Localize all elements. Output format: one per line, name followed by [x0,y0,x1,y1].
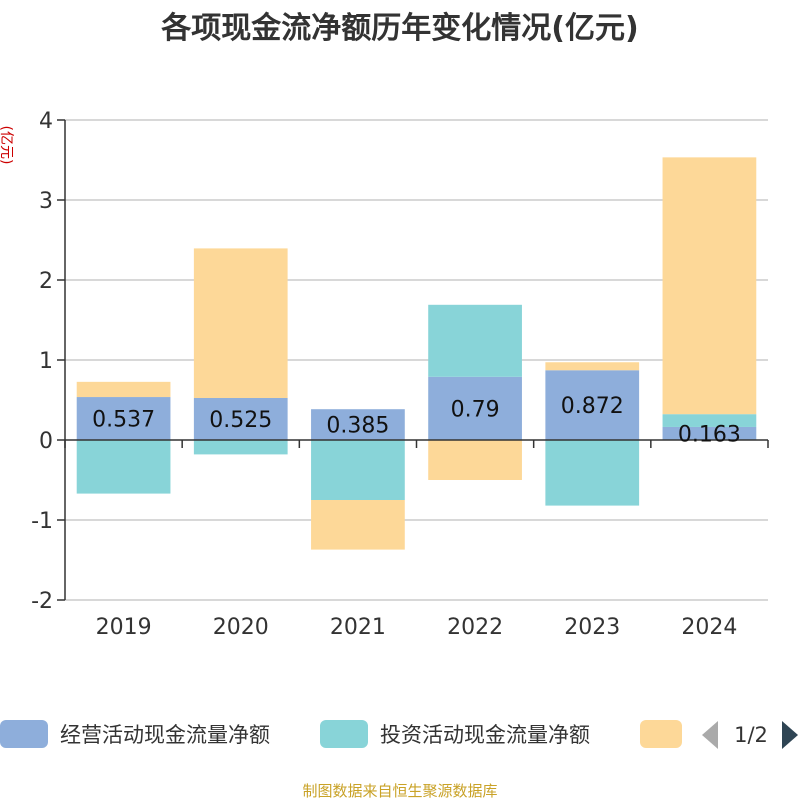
source-note: 制图数据来自恒生聚源数据库 [302,782,497,800]
bar-series2-2020 [193,440,288,455]
y-axis-unit: (亿元) [0,126,14,165]
bar-series2-2023 [545,440,640,506]
x-axis-ticks: 2019 2020 2021 2022 2023 2024 [96,615,738,640]
legend-swatch [0,720,48,748]
x-tick-label: 2019 [96,615,152,640]
axes [57,119,769,601]
x-tick-label: 2020 [213,615,269,640]
y-tick-label: 2 [39,269,53,294]
y-tick-label: 4 [39,109,53,134]
legend-label: 经营活动现金流量净额 [60,723,270,747]
y-tick-label: -2 [31,589,53,614]
bars [76,157,757,550]
bar-series2-2022 [428,304,522,377]
grid-lines [65,119,768,601]
legend-swatch [640,720,682,748]
bar-series3-2022 [428,440,522,480]
x-tick-label: 2022 [447,615,503,640]
bar-series1-2023 [545,370,640,440]
data-label: 0.872 [561,394,624,419]
data-label: 0.385 [326,414,389,439]
legend-swatch [320,720,368,748]
x-tick-label: 2023 [564,615,620,640]
bar-series1-2020 [193,398,288,440]
data-label: 0.525 [209,408,272,433]
data-label: 0.537 [92,408,155,433]
y-tick-label: 3 [39,189,53,214]
bar-series1-2021 [311,409,405,440]
data-label: 0.163 [678,422,741,447]
bar-series2-2019 [76,440,171,494]
y-tick-label: 1 [39,349,53,374]
bar-series1-2022 [428,376,522,440]
bar-series3-2020 [193,248,288,398]
bar-series1-2019 [76,397,171,440]
bar-series3-2019 [76,381,171,398]
bar-series3-2023 [545,362,640,371]
chart-title: 各项现金流净额历年变化情况(亿元) [160,11,638,46]
legend: 经营活动现金流量净额 投资活动现金流量净额 1/2 [0,720,798,749]
legend-prev-page-icon[interactable] [702,721,718,749]
legend-page-indicator: 1/2 [734,723,768,747]
bar-series3-2024 [662,157,757,415]
y-tick-label: -1 [31,509,53,534]
bar-series3-2021 [311,500,405,550]
bar-series1-2024 [662,426,757,440]
x-tick-label: 2024 [681,615,737,640]
bar-series2-2024 [662,414,757,427]
data-labels: 0.537 0.525 0.385 0.79 0.872 0.163 [92,394,741,447]
legend-label: 投资活动现金流量净额 [380,723,590,747]
legend-next-page-icon[interactable] [782,721,798,749]
y-axis-ticks: 4 3 2 1 0 -1 -2 [31,109,53,614]
data-label: 0.79 [451,397,500,422]
x-tick-label: 2021 [330,615,386,640]
y-tick-label: 0 [39,429,53,454]
bar-series2-2021 [311,440,405,500]
